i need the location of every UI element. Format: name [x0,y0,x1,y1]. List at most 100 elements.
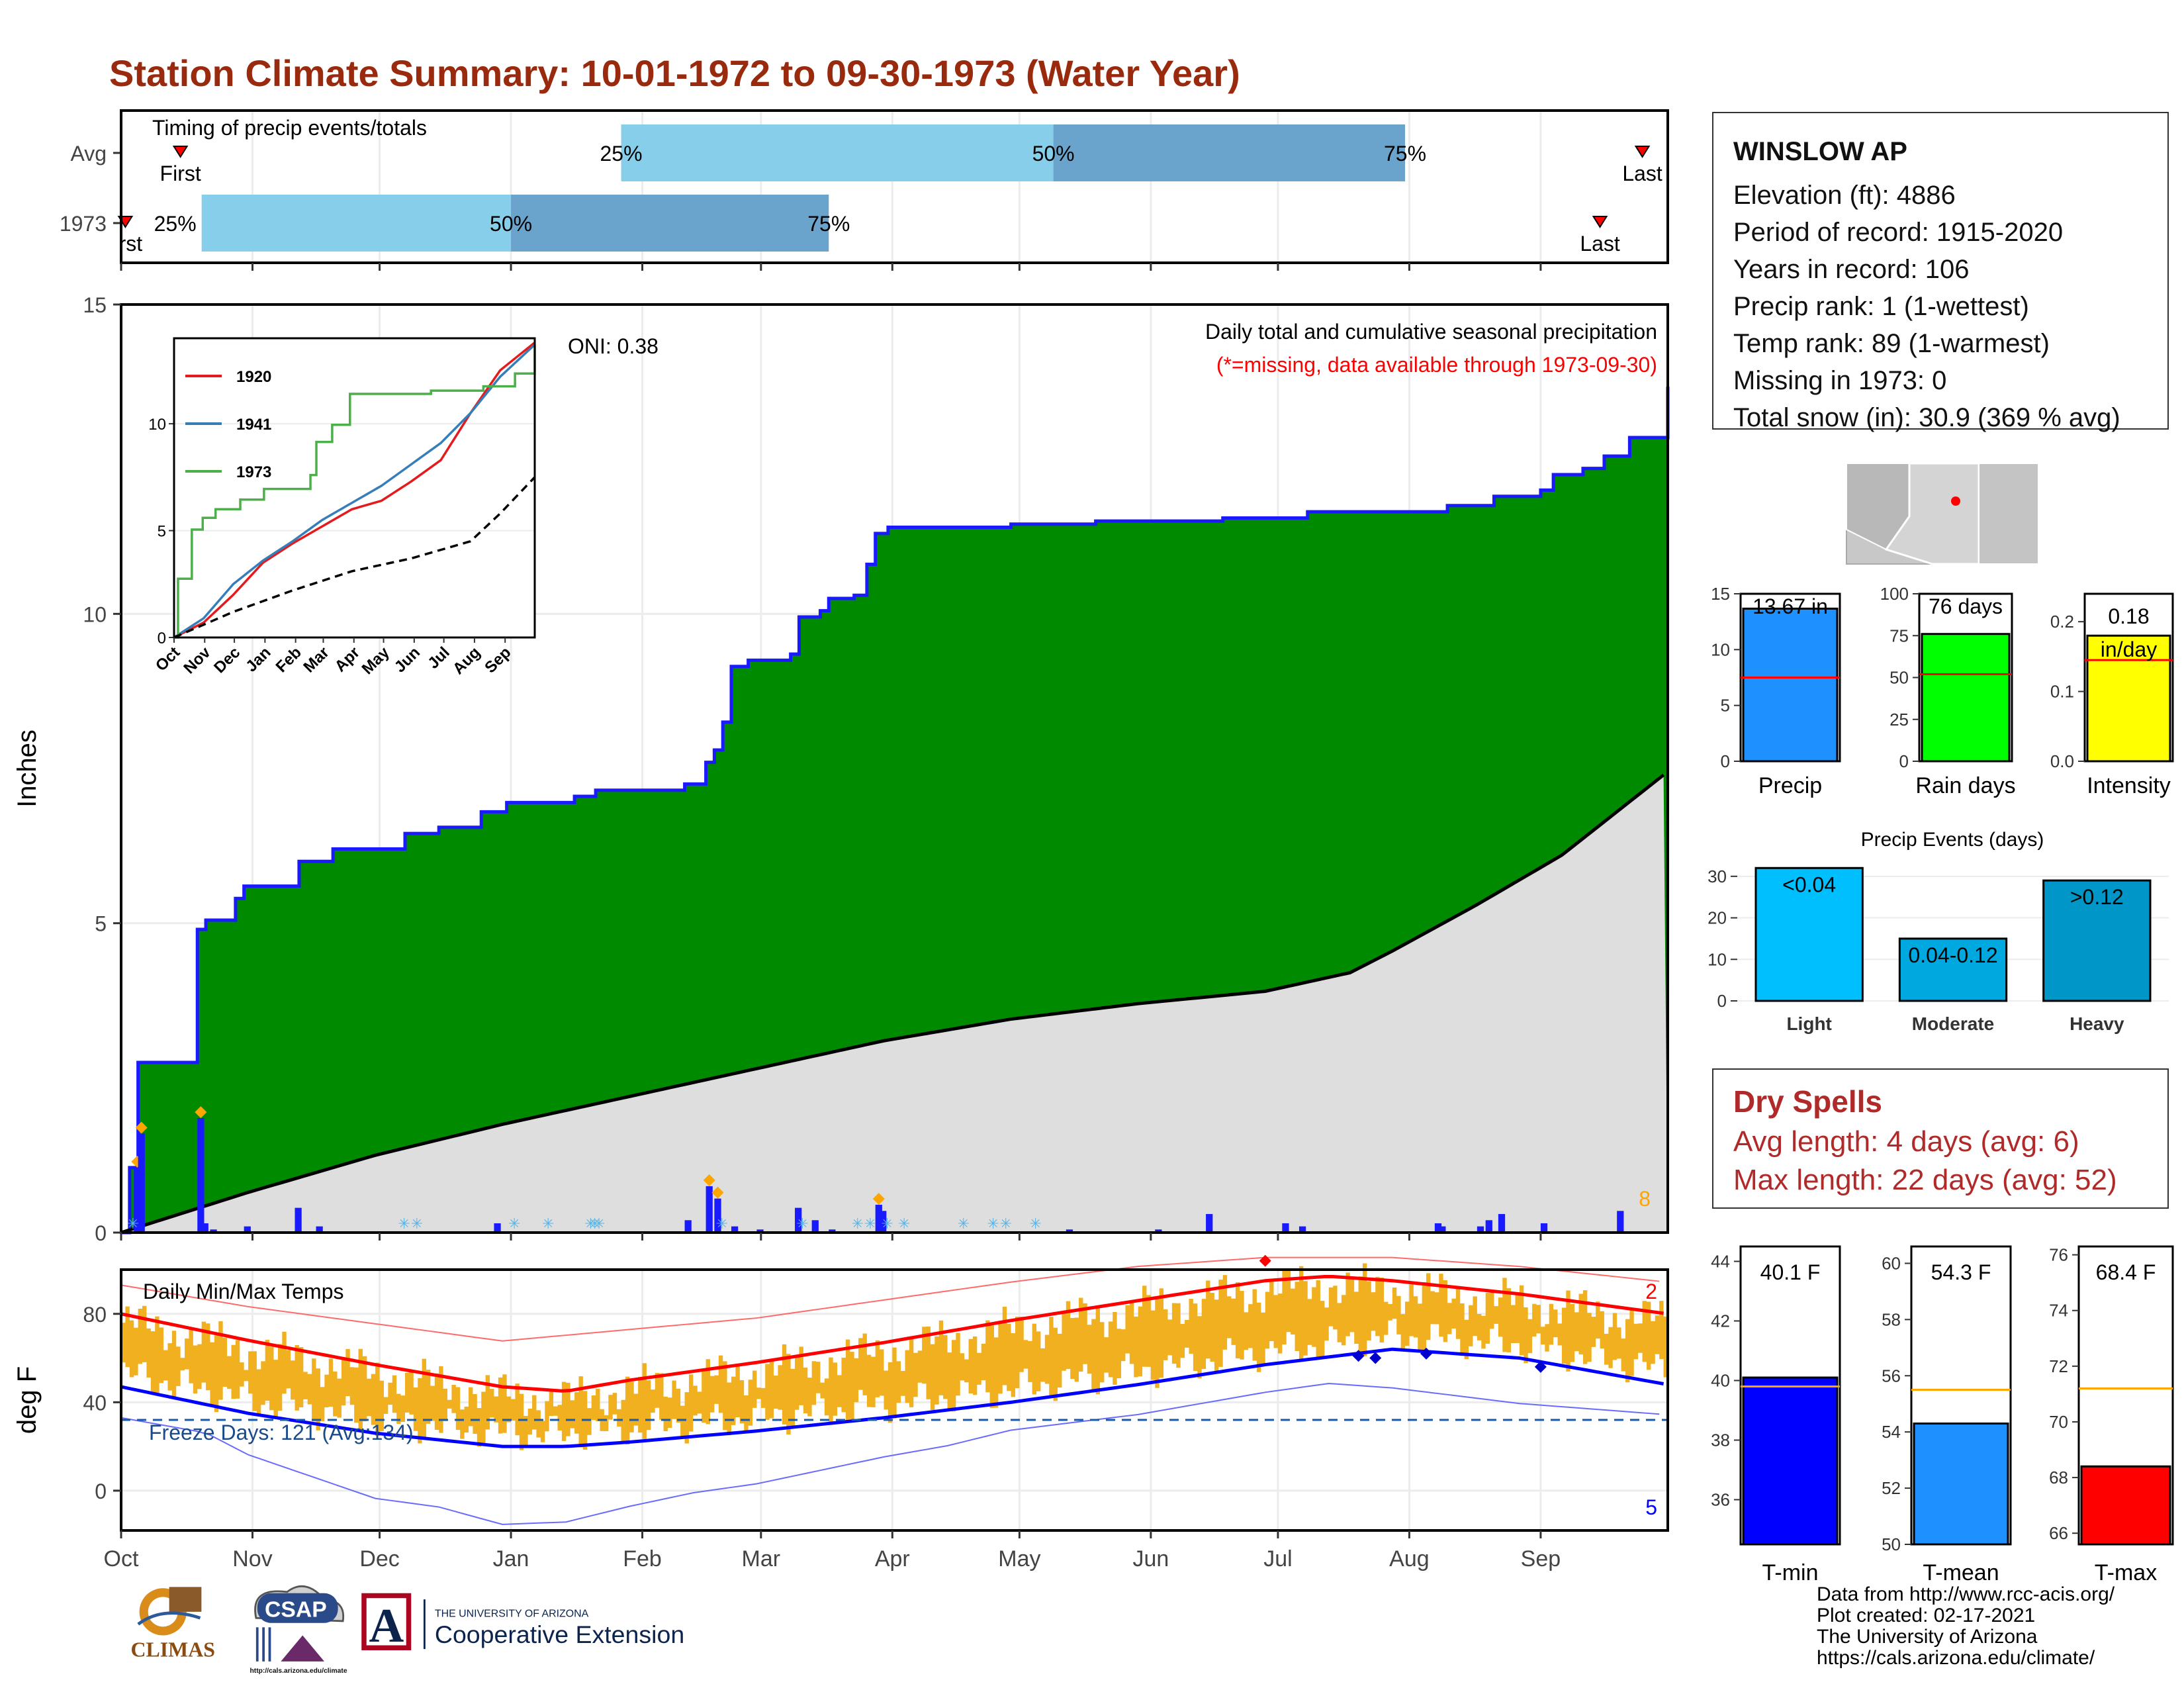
daily-precip-bar [295,1207,302,1233]
oni-label: ONI: 0.38 [568,334,659,358]
daily-precip-marker [703,1174,715,1186]
last-event-marker [1634,146,1651,158]
dry-spells-avg: Avg length: 4 days (avg: 6) [1733,1125,2079,1158]
timing-pct-label: 50% [1032,142,1075,165]
month-x-tick-label: Aug [1389,1546,1430,1571]
tmean-y-tick-label: 40 [1711,1371,1730,1391]
inset-y-tick-label: 10 [148,416,166,434]
snow-day-marker: ✳ [542,1215,554,1232]
daily-precip-bar [138,1133,145,1233]
inset-legend-label: 1941 [236,416,271,434]
month-x-tick-label: Feb [623,1546,662,1571]
tmean-y-tick-label: 60 [1882,1253,1901,1273]
month-x-tick-label: Apr [875,1546,910,1571]
totals-bar-rain-days [1921,633,2011,763]
daily-precip-bar [714,1198,721,1233]
events-bar-label: 0.04-0.12 [1908,943,1997,967]
timing-bar-late [1053,124,1406,181]
tmean-y-tick-label: 54 [1882,1422,1901,1442]
tmean-y-tick-label: 56 [1882,1366,1901,1385]
totals-value-label: in/day [2101,637,2157,661]
totals-y-tick-label: 25 [1889,710,1909,729]
events-y-tick-label: 20 [1707,908,1727,928]
snow-day-marker: ✳ [958,1215,970,1232]
tmean-value-label: 68.4 F [2096,1260,2156,1284]
avg-min-line [120,1347,1664,1448]
avg-cumulative-precip-line [120,773,1665,1235]
timing-row-label: Avg [70,142,107,165]
tmean-panel-label: T-max [2095,1560,2157,1585]
daily-precip-bar [1206,1213,1213,1233]
station-snow: Total snow (in): 30.9 (369 % avg) [1733,403,2120,432]
totals-panel-label: Intensity [2087,773,2171,798]
tmean-value-label: 54.3 F [1931,1260,1991,1284]
daily-precip-marker [872,1192,885,1205]
daily-precip-marker [195,1106,207,1119]
events-category-label: Heavy [2070,1013,2124,1034]
station-elevation: Elevation (ft): 4886 [1733,181,1956,210]
footer-url: https://cals.arizona.edu/climate/ [1817,1647,2095,1669]
daily-precip-bar [880,1211,887,1233]
snow-day-marker: ✳ [852,1215,864,1232]
timing-panel: 25% 50% 75% First Last Avg 25% 50% 75% rst Last 197… [60,109,1669,271]
totals-y-tick-label: 0 [1721,751,1730,771]
inset-plot-bg [173,337,536,639]
station-period: Period of record: 1915-2020 [1733,218,2064,247]
daily-precip-bar [1434,1223,1442,1233]
totals-y-tick-label: 100 [1880,584,1909,604]
dry-spells-title: Dry Spells [1733,1084,1882,1119]
first-event-label: rst [119,232,143,256]
timing-plot-border [120,109,1669,264]
daily-precip-bar [1298,1226,1306,1233]
totals-y-tick-label: 15 [1711,584,1730,604]
daily-precip-bar [811,1220,819,1233]
totals-bar-precip [1742,607,1839,763]
events-bar-label: <0.04 [1782,872,1836,896]
snow-day-marker: ✳ [398,1215,410,1232]
precip-plot-border [120,303,1669,1234]
daily-precip-bar [1155,1229,1162,1233]
first-event-marker [172,146,189,158]
totals-value-label: 0.18 [2108,604,2149,628]
tmean-y-tick-label: 76 [2049,1245,2068,1265]
snow-day-marker: ✳ [584,1215,596,1232]
snow-day-marker: ✳ [127,1215,139,1232]
tmean-bar-t-min [1742,1376,1839,1546]
precip-events-panel: Precip Events (days) 0 10 20 30 <0.04 Light 0.0… [1707,829,2169,1034]
timing-pct-label: 75% [807,212,850,236]
temps-y-tick-label: 0 [95,1479,107,1503]
daily-precip-bar [756,1229,764,1233]
daily-precip-bar [1485,1220,1492,1233]
snow-day-marker: ✳ [411,1215,423,1232]
inset-y-tick-label: 5 [158,523,166,541]
tmean-y-tick-label: 58 [1882,1309,1901,1329]
snow-day-marker: ✳ [508,1215,520,1232]
inset-series-1973 [174,345,536,639]
last-event-label: Last [1622,162,1662,185]
temps-y-axis-label: deg F [13,1366,42,1434]
totals-y-tick-label: 5 [1721,696,1730,716]
record-low-count: 5 [1645,1495,1657,1519]
daily-precip-bar [316,1226,323,1233]
daily-precip-bar [705,1186,713,1233]
daily-temp-range-bars [121,1263,1668,1450]
snow-day-marker: ✳ [589,1215,601,1232]
temps-y-tick-label: 80 [83,1303,107,1327]
station-name: WINSLOW AP [1733,137,1907,166]
footer-created: Plot created: 02-17-2021 [1817,1605,2036,1626]
daily-precip-bar [1540,1223,1548,1233]
timing-bar-late [511,195,829,252]
timing-bar-early [621,124,1054,181]
events-bar-moderate [1898,937,2008,1002]
timing-bar-early [201,195,512,252]
totals-y-tick-label: 50 [1889,668,1909,688]
events-category-label: Moderate [1912,1013,1994,1034]
daily-precip-marker [135,1121,148,1134]
tmean-y-tick-label: 52 [1882,1478,1901,1498]
snow-day-marker: ✳ [987,1215,999,1232]
last-event-marker [1592,216,1608,228]
csap-logo: CSAP http://cals.arizona.edu/climate [250,1585,347,1675]
events-y-tick-label: 0 [1717,991,1727,1011]
